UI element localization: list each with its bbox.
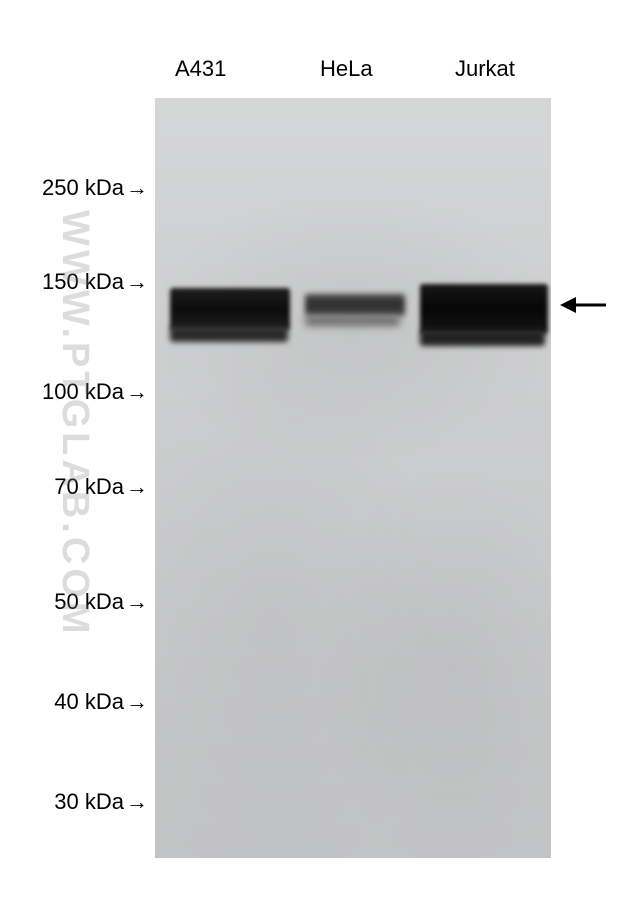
arrow-right-icon: →	[126, 589, 148, 615]
blot-noise	[155, 98, 551, 858]
marker-50: 50 kDa→	[54, 589, 148, 615]
lane-label-hela: HeLa	[320, 56, 373, 82]
marker-text: 70 kDa	[54, 474, 124, 499]
marker-text: 30 kDa	[54, 789, 124, 814]
figure-container: A431 HeLa Jurkat 250 kDa→ 150 kDa→ 100 k…	[0, 0, 620, 903]
arrow-right-icon: →	[126, 379, 148, 405]
marker-text: 100 kDa	[42, 379, 124, 404]
band-jurkat-sub	[420, 330, 545, 346]
band-a431-sub	[170, 326, 288, 342]
marker-text: 250 kDa	[42, 175, 124, 200]
marker-text: 50 kDa	[54, 589, 124, 614]
marker-40: 40 kDa→	[54, 689, 148, 715]
band-indicator-arrow-icon	[560, 294, 608, 321]
band-jurkat	[420, 284, 548, 334]
band-a431	[170, 288, 290, 330]
blot-membrane	[155, 98, 551, 858]
marker-text: 150 kDa	[42, 269, 124, 294]
marker-150: 150 kDa→	[42, 269, 148, 295]
band-hela	[305, 294, 405, 316]
arrow-right-icon: →	[126, 269, 148, 295]
lane-label-a431: A431	[175, 56, 226, 82]
arrow-right-icon: →	[126, 789, 148, 815]
arrow-right-icon: →	[126, 689, 148, 715]
marker-100: 100 kDa→	[42, 379, 148, 405]
marker-30: 30 kDa→	[54, 789, 148, 815]
marker-250: 250 kDa→	[42, 175, 148, 201]
arrow-right-icon: →	[126, 175, 148, 201]
marker-text: 40 kDa	[54, 689, 124, 714]
lane-label-jurkat: Jurkat	[455, 56, 515, 82]
band-hela-sub	[305, 316, 400, 326]
arrow-right-icon: →	[126, 474, 148, 500]
marker-70: 70 kDa→	[54, 474, 148, 500]
